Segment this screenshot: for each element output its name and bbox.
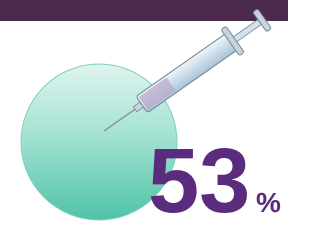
stat-unit: % <box>256 187 281 218</box>
top-band <box>0 0 288 21</box>
infographic: 53 % <box>0 0 288 241</box>
page: {"stat": {"value": "53", "unit": "%"}} 5… <box>0 0 288 241</box>
stat-value: 53 <box>148 130 250 232</box>
